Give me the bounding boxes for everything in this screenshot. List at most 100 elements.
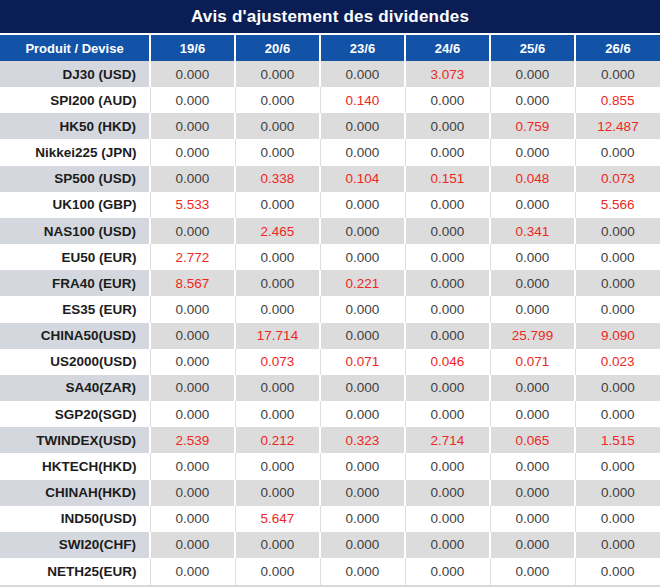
value-cell: 0.000: [320, 192, 405, 218]
table-header-row: Produit / Devise 19/6 20/6 23/6 24/6 25/…: [0, 34, 660, 61]
product-cell: TWINDEX(USD): [0, 427, 150, 453]
column-header-date: 20/6: [235, 34, 320, 61]
value-cell: 0.065: [490, 427, 575, 453]
value-cell: 0.000: [405, 87, 490, 113]
value-cell: 0.140: [320, 87, 405, 113]
product-cell: SP500 (USD): [0, 166, 150, 192]
value-cell: 0.000: [320, 401, 405, 427]
column-header-date: 23/6: [320, 34, 405, 61]
value-cell: 0.000: [150, 87, 235, 113]
value-cell: 0.000: [150, 166, 235, 192]
value-cell: 0.000: [575, 401, 660, 427]
value-cell: 12.487: [575, 113, 660, 139]
dividend-adjustment-table: Produit / Devise 19/6 20/6 23/6 24/6 25/…: [0, 33, 660, 587]
value-cell: 0.000: [405, 323, 490, 349]
value-cell: 0.073: [235, 349, 320, 375]
value-cell: 0.023: [575, 349, 660, 375]
value-cell: 0.000: [490, 296, 575, 322]
value-cell: 0.000: [320, 296, 405, 322]
value-cell: 25.799: [490, 323, 575, 349]
column-header-date: 25/6: [490, 34, 575, 61]
table-row: US2000(USD)0.0000.0730.0710.0460.0710.02…: [0, 349, 660, 375]
product-cell: HK50 (HKD): [0, 113, 150, 139]
value-cell: 0.000: [490, 506, 575, 532]
table-row: DJ30 (USD)0.0000.0000.0003.0730.0000.000: [0, 61, 660, 87]
value-cell: 0.000: [150, 139, 235, 165]
table-row: EU50 (EUR)2.7720.0000.0000.0000.0000.000: [0, 244, 660, 270]
value-cell: 1.515: [575, 427, 660, 453]
value-cell: 0.000: [320, 218, 405, 244]
value-cell: 0.338: [235, 166, 320, 192]
column-header-date: 26/6: [575, 34, 660, 61]
value-cell: 0.000: [150, 113, 235, 139]
value-cell: 0.000: [490, 375, 575, 401]
product-cell: CHINA50(USD): [0, 323, 150, 349]
value-cell: 0.000: [575, 375, 660, 401]
value-cell: 0.000: [490, 87, 575, 113]
value-cell: 0.000: [150, 375, 235, 401]
value-cell: 0.000: [405, 558, 490, 586]
table-row: CHINA50(USD)0.00017.7140.0000.00025.7999…: [0, 323, 660, 349]
value-cell: 0.323: [320, 427, 405, 453]
page-title: Avis d'ajustement des dividendes: [0, 0, 660, 33]
value-cell: 0.000: [320, 453, 405, 479]
value-cell: 2.539: [150, 427, 235, 453]
value-cell: 0.000: [405, 218, 490, 244]
value-cell: 0.000: [320, 61, 405, 87]
value-cell: 0.855: [575, 87, 660, 113]
value-cell: 2.772: [150, 244, 235, 270]
product-cell: SPI200 (AUD): [0, 87, 150, 113]
value-cell: 0.000: [235, 113, 320, 139]
value-cell: 0.000: [405, 244, 490, 270]
value-cell: 0.000: [490, 480, 575, 506]
value-cell: 0.048: [490, 166, 575, 192]
column-header-date: 19/6: [150, 34, 235, 61]
table-row: HKTECH(HKD)0.0000.0000.0000.0000.0000.00…: [0, 453, 660, 479]
value-cell: 17.714: [235, 323, 320, 349]
value-cell: 8.567: [150, 270, 235, 296]
table-row: HK50 (HKD)0.0000.0000.0000.0000.75912.48…: [0, 113, 660, 139]
value-cell: 0.000: [405, 270, 490, 296]
value-cell: 0.000: [575, 506, 660, 532]
product-cell: NETH25(EUR): [0, 558, 150, 586]
value-cell: 0.000: [150, 218, 235, 244]
value-cell: 0.000: [320, 244, 405, 270]
value-cell: 0.000: [320, 558, 405, 586]
value-cell: 0.000: [150, 480, 235, 506]
value-cell: 0.000: [150, 349, 235, 375]
table-row: TWINDEX(USD)2.5390.2120.3232.7140.0651.5…: [0, 427, 660, 453]
value-cell: 0.071: [490, 349, 575, 375]
value-cell: 0.000: [235, 87, 320, 113]
table-row: SP500 (USD)0.0000.3380.1040.1510.0480.07…: [0, 166, 660, 192]
value-cell: 0.000: [235, 296, 320, 322]
value-cell: 0.000: [150, 558, 235, 586]
value-cell: 0.000: [575, 270, 660, 296]
value-cell: 0.000: [150, 506, 235, 532]
value-cell: 0.000: [235, 244, 320, 270]
value-cell: 0.000: [320, 480, 405, 506]
table-row: ES35 (EUR)0.0000.0000.0000.0000.0000.000: [0, 296, 660, 322]
value-cell: 0.000: [320, 323, 405, 349]
table-row: NETH25(EUR)0.0000.0000.0000.0000.0000.00…: [0, 558, 660, 586]
table-row: SPI200 (AUD)0.0000.0000.1400.0000.0000.8…: [0, 87, 660, 113]
value-cell: 0.073: [575, 166, 660, 192]
table-row: SGP20(SGD)0.0000.0000.0000.0000.0000.000: [0, 401, 660, 427]
value-cell: 0.000: [150, 453, 235, 479]
value-cell: 0.212: [235, 427, 320, 453]
product-cell: DJ30 (USD): [0, 61, 150, 87]
value-cell: 0.000: [405, 401, 490, 427]
value-cell: 0.000: [150, 401, 235, 427]
value-cell: 0.000: [405, 375, 490, 401]
product-cell: US2000(USD): [0, 349, 150, 375]
value-cell: 0.000: [490, 139, 575, 165]
value-cell: 0.046: [405, 349, 490, 375]
value-cell: 0.000: [235, 192, 320, 218]
table-row: SWI20(CHF)0.0000.0000.0000.0000.0000.000: [0, 532, 660, 558]
product-cell: ES35 (EUR): [0, 296, 150, 322]
value-cell: 0.000: [490, 244, 575, 270]
value-cell: 2.714: [405, 427, 490, 453]
product-cell: NAS100 (USD): [0, 218, 150, 244]
value-cell: 0.000: [575, 296, 660, 322]
value-cell: 0.000: [490, 192, 575, 218]
value-cell: 0.000: [235, 480, 320, 506]
